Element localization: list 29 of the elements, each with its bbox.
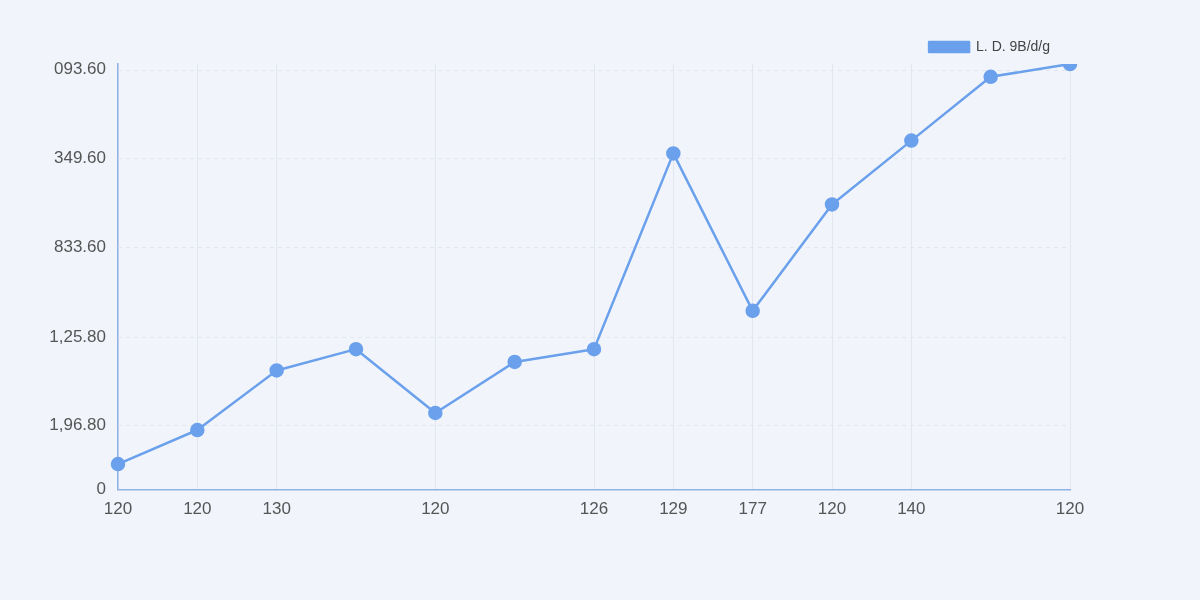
point (428, 405, 443, 421)
text: 1,25.80 (49, 326, 106, 346)
x-tick-label: 120 (103, 499, 133, 519)
x-tick-label: 140 (897, 499, 926, 519)
x-tick-label: 177 (738, 499, 767, 519)
x-tick-label: 120 (817, 499, 847, 519)
text: 093.60 (54, 59, 106, 79)
text: 0 (96, 479, 106, 499)
x-tick-label: 120 (1055, 499, 1085, 519)
point (507, 354, 522, 370)
point (824, 197, 840, 212)
point (190, 422, 205, 438)
x-tick-label: 120 (421, 499, 450, 519)
text: 833.60 (54, 237, 106, 257)
point (983, 69, 998, 85)
x-tick-label: 129 (659, 499, 688, 519)
x-tick-label: 126 (579, 499, 609, 519)
text: 349.60 (54, 148, 106, 168)
point (586, 341, 602, 357)
x-tick-label: 120 (183, 499, 212, 519)
point (904, 133, 919, 148)
point (110, 456, 126, 472)
text: 1,96.80 (49, 415, 106, 435)
legend-label: L. D. 9B/d/g (976, 37, 1051, 54)
point (348, 341, 364, 357)
point (745, 303, 760, 319)
x-tick-label: 130 (262, 499, 291, 519)
point (666, 146, 681, 161)
point (269, 363, 284, 378)
